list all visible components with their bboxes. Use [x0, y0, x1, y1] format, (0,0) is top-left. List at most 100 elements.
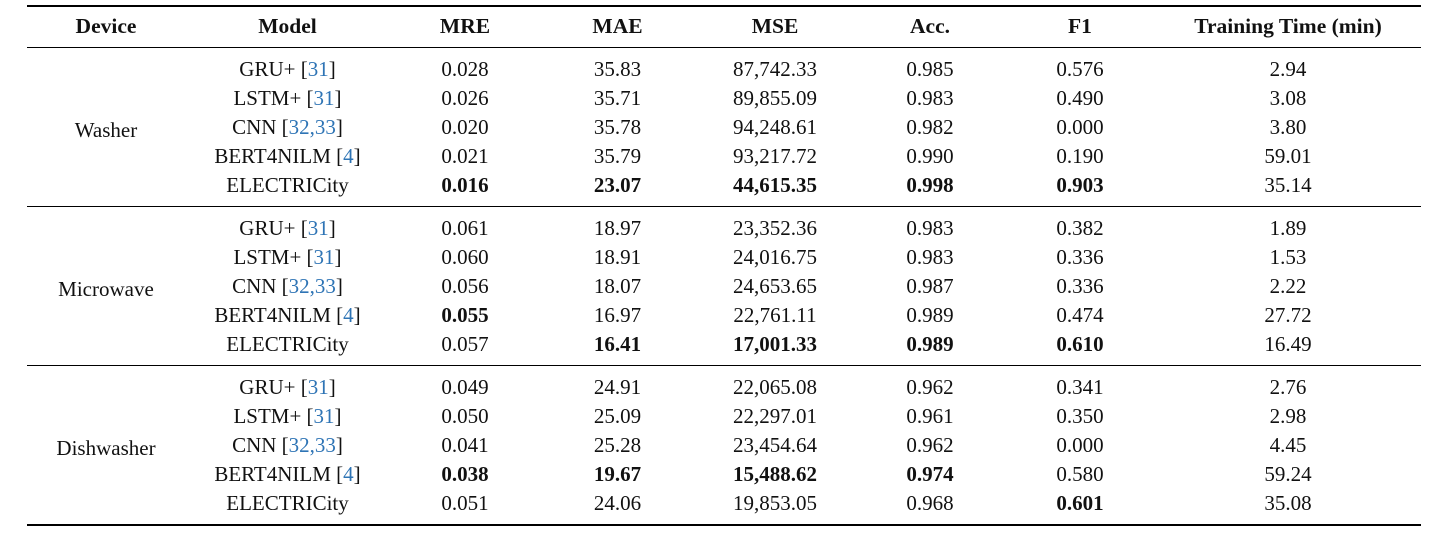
metric-cell: 0.983	[906, 245, 954, 269]
table-header: Device Model MRE MAE MSE Acc. F1 Trainin…	[27, 6, 1421, 48]
table-row: ELECTRICity 0.057 16.41 17,001.33 0.989 0.610…	[27, 330, 1421, 366]
col-header-device: Device	[75, 14, 137, 38]
model-name: BERT4NILM	[214, 144, 331, 168]
device-group: Microwave GRU+ [31] 0.061 18.97 23,352.36 0.9…	[27, 207, 1421, 366]
metric-cell: 0.336	[1056, 274, 1104, 298]
metric-cell: 15,488.62	[733, 462, 817, 486]
citation-open-bracket: [	[281, 274, 289, 298]
metric-cell: 22,065.08	[733, 375, 817, 399]
metric-cell: 35.79	[593, 144, 642, 168]
metric-cell: 94,248.61	[733, 115, 817, 139]
metric-cell: 24,016.75	[733, 245, 817, 269]
citation-open-bracket: [	[336, 303, 344, 327]
metric-cell: 0.049	[441, 375, 489, 399]
citation-link[interactable]: 31	[313, 245, 335, 269]
metric-cell: 0.610	[1056, 332, 1104, 356]
citation-link[interactable]: 31	[307, 57, 329, 81]
model-cell: CNN [32,33]	[185, 272, 390, 301]
citation-open-bracket: [	[336, 144, 344, 168]
metric-cell: 59.01	[1264, 144, 1312, 168]
citation-close-bracket: ]	[334, 245, 342, 269]
metric-cell: 0.983	[906, 86, 954, 110]
citation-link[interactable]: 32,33	[288, 274, 336, 298]
metric-cell: 0.056	[441, 274, 489, 298]
model-cell: CNN [32,33]	[185, 113, 390, 142]
model-name: LSTM+	[233, 245, 302, 269]
metric-cell: 2.94	[1269, 57, 1307, 81]
device-cell: Washer	[74, 118, 138, 143]
citation-link[interactable]: 31	[307, 216, 329, 240]
metric-cell: 0.982	[906, 115, 954, 139]
metric-cell: 0.350	[1056, 404, 1104, 428]
table-row: ELECTRICity 0.016 23.07 44,615.35 0.998 0.903…	[27, 171, 1421, 207]
citation-open-bracket: [	[306, 404, 314, 428]
table-row: CNN [32,33] 0.020 35.78 94,248.61 0.982 0.000…	[27, 113, 1421, 142]
col-header-mse: MSE	[751, 14, 799, 38]
metric-cell: 25.09	[593, 404, 642, 428]
citation-close-bracket: ]	[353, 303, 361, 327]
col-header-training-time: Training Time (min)	[1194, 14, 1382, 38]
table-wrap: Device Model MRE MAE MSE Acc. F1 Trainin…	[27, 5, 1421, 526]
citation-open-bracket: [	[300, 216, 308, 240]
citation-link[interactable]: 31	[313, 86, 335, 110]
citation-link[interactable]: 4	[343, 303, 354, 327]
citation-open-bracket: [	[336, 462, 344, 486]
citation-close-bracket: ]	[353, 462, 361, 486]
citation-link[interactable]: 4	[343, 144, 354, 168]
metric-cell: 0.983	[906, 216, 954, 240]
metric-cell: 0.341	[1056, 375, 1104, 399]
model-name: ELECTRICity	[226, 332, 349, 356]
citation-link[interactable]: 31	[313, 404, 335, 428]
col-header-acc: Acc.	[910, 14, 950, 38]
metric-cell: 44,615.35	[733, 173, 817, 197]
metric-cell: 23.07	[593, 173, 642, 197]
metric-cell: 16.49	[1264, 332, 1312, 356]
citation-open-bracket: [	[300, 375, 308, 399]
metric-cell: 0.050	[441, 404, 489, 428]
model-cell: ELECTRICity	[185, 489, 390, 526]
model-name: LSTM+	[233, 86, 302, 110]
metric-cell: 24,653.65	[733, 274, 817, 298]
model-cell: LSTM+ [31]	[185, 243, 390, 272]
metric-cell: 0.903	[1056, 173, 1104, 197]
metric-cell: 0.576	[1056, 57, 1104, 81]
model-cell: LSTM+ [31]	[185, 84, 390, 113]
metric-cell: 1.89	[1269, 216, 1307, 240]
model-cell: BERT4NILM [4]	[185, 301, 390, 330]
table-row: Dishwasher GRU+ [31] 0.049 24.91 22,065.08 0.…	[27, 366, 1421, 460]
results-table: Device Model MRE MAE MSE Acc. F1 Trainin…	[27, 5, 1421, 526]
metric-cell: 0.061	[441, 216, 489, 240]
metric-cell: 2.76	[1269, 375, 1307, 399]
metric-cell: 0.382	[1056, 216, 1104, 240]
model-name: CNN	[232, 115, 277, 139]
citation-link[interactable]: 32,33	[288, 433, 336, 457]
metric-cell: 35.71	[593, 86, 642, 110]
citation-open-bracket: [	[300, 57, 308, 81]
metric-cell: 22,297.01	[733, 404, 817, 428]
citation-link[interactable]: 32,33	[288, 115, 336, 139]
model-name: BERT4NILM	[214, 303, 331, 327]
col-header-mae: MAE	[592, 14, 643, 38]
metric-cell: 89,855.09	[733, 86, 817, 110]
metric-cell: 0.580	[1056, 462, 1104, 486]
metric-cell: 0.060	[441, 245, 489, 269]
model-cell: CNN [32,33]	[185, 431, 390, 460]
metric-cell: 0.038	[441, 462, 489, 486]
citation-close-bracket: ]	[328, 57, 336, 81]
metric-cell: 18.97	[593, 216, 642, 240]
metric-cell: 25.28	[593, 433, 642, 457]
metric-cell: 35.14	[1264, 173, 1312, 197]
table-row: LSTM+ [31] 0.060 18.91 24,016.75 0.983 0.336 1…	[27, 243, 1421, 272]
citation-link[interactable]: 4	[343, 462, 354, 486]
metric-cell: 17,001.33	[733, 332, 817, 356]
metric-cell: 27.72	[1264, 303, 1312, 327]
metric-cell: 0.601	[1056, 491, 1104, 515]
model-name: ELECTRICity	[226, 173, 349, 197]
table-row: ELECTRICity 0.051 24.06 19,853.05 0.968 0.601…	[27, 489, 1421, 526]
metric-cell: 23,352.36	[733, 216, 817, 240]
table-row: CNN [32,33] 0.056 18.07 24,653.65 0.987 0.336…	[27, 272, 1421, 301]
citation-link[interactable]: 31	[307, 375, 329, 399]
table-row: CNN [32,33] 0.041 25.28 23,454.64 0.962 0.000…	[27, 431, 1421, 460]
model-cell: GRU+ [31]	[185, 48, 390, 84]
